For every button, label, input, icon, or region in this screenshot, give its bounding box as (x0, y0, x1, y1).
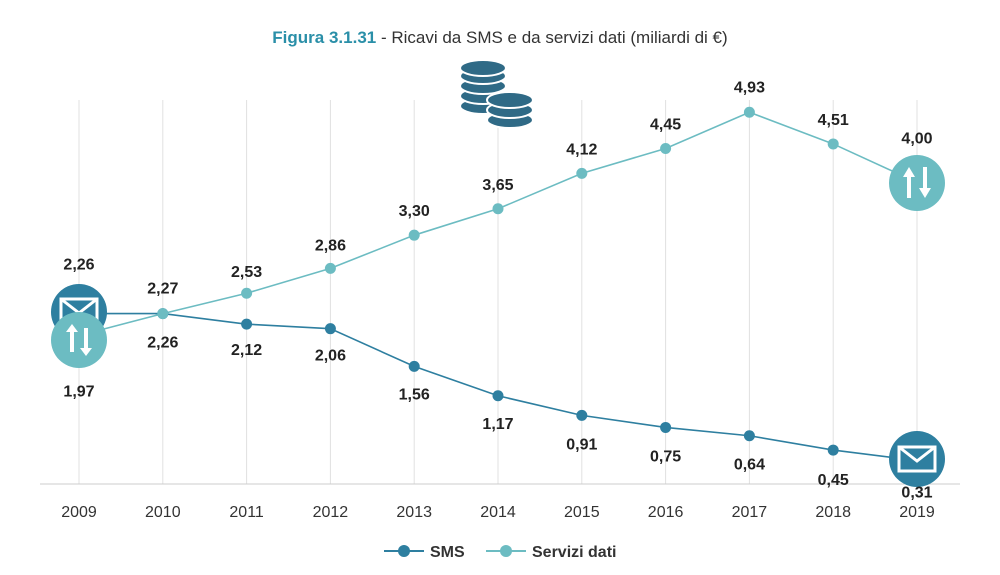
point-sms-2013 (408, 360, 420, 372)
point-servizi-dati-2013 (408, 229, 420, 241)
data-label-servizi-dati-2016: 4,45 (650, 116, 681, 133)
x-tick-2018: 2018 (815, 504, 851, 521)
data-label-servizi-dati-2019: 4,00 (901, 130, 932, 147)
x-tick-2014: 2014 (480, 504, 516, 521)
data-label-sms-2016: 0,75 (650, 448, 681, 465)
point-sms-2015 (576, 409, 588, 421)
data-label-servizi-dati-2012: 2,86 (315, 237, 346, 254)
point-sms-2011 (241, 318, 253, 330)
x-tick-2012: 2012 (313, 504, 349, 521)
data-label-servizi-dati-2011: 2,53 (231, 264, 262, 281)
data-label-servizi-dati-2014: 3,65 (482, 177, 513, 194)
point-sms-2014 (492, 390, 504, 402)
x-tick-labels: 2009 2010 2011 2012 2013 2014 2015 2016 2017 2018… (61, 504, 935, 521)
point-servizi-dati-2014 (492, 203, 504, 215)
data-label-sms-2009: 2,26 (63, 257, 94, 274)
point-servizi-dati-2011 (241, 287, 253, 299)
data-label-sms-2019: 0,31 (901, 485, 932, 502)
data-arrows-icon (51, 312, 107, 368)
data-label-sms-2013: 1,56 (399, 386, 430, 403)
point-servizi-dati-2016 (660, 142, 672, 154)
chart-title: Figura 3.1.31 - Ricavi da SMS e da servi… (0, 28, 1000, 48)
x-tick-2013: 2013 (396, 504, 432, 521)
legend: SMS Servizi dati (384, 544, 616, 561)
point-servizi-dati-2015 (576, 167, 588, 179)
series-points (157, 106, 839, 456)
data-label-sms-2010: 2,27 (147, 281, 178, 298)
data-label-sms-2011: 2,12 (231, 342, 262, 359)
legend-label-sms: SMS (430, 544, 465, 561)
point-servizi-dati-2010 (157, 308, 169, 320)
point-sms-2017 (743, 430, 755, 442)
data-labels: 2,26 2,27 2,12 2,06 1,56 1,17 0,91 0,75 0,64 0,45… (63, 79, 932, 501)
figure-caption: - Ricavi da SMS e da servizi dati (milia… (376, 28, 728, 47)
envelope-icon (889, 431, 945, 487)
x-tick-2009: 2009 (61, 504, 97, 521)
x-tick-2017: 2017 (732, 504, 768, 521)
point-servizi-dati-2018 (827, 138, 839, 150)
data-label-servizi-dati-2010: 2,26 (147, 335, 178, 352)
point-sms-2012 (324, 323, 336, 335)
x-tick-2019: 2019 (899, 504, 935, 521)
data-label-sms-2012: 2,06 (315, 348, 346, 365)
data-label-servizi-dati-2013: 3,30 (399, 203, 430, 220)
coins-icon (459, 59, 534, 129)
x-tick-2016: 2016 (648, 504, 684, 521)
data-label-sms-2015: 0,91 (566, 436, 597, 453)
legend-item-servizi-dati: Servizi dati (486, 544, 616, 561)
point-servizi-dati-2012 (324, 262, 336, 274)
data-arrows-icon (889, 155, 945, 211)
data-label-servizi-dati-2015: 4,12 (566, 141, 597, 158)
data-label-servizi-dati-2017: 4,93 (734, 79, 765, 96)
data-label-sms-2014: 1,17 (482, 416, 513, 433)
data-label-servizi-dati-2009: 1,97 (63, 383, 94, 400)
legend-item-sms: SMS (384, 544, 465, 561)
data-label-servizi-dati-2018: 4,51 (818, 112, 849, 129)
legend-label-servizi-dati: Servizi dati (532, 544, 616, 561)
point-servizi-dati-2017 (743, 106, 755, 118)
x-tick-2015: 2015 (564, 504, 600, 521)
legend-marker-sms (398, 545, 410, 557)
point-sms-2016 (660, 421, 672, 433)
point-sms-2018 (827, 444, 839, 456)
x-tick-2010: 2010 (145, 504, 181, 521)
x-tick-2011: 2011 (229, 504, 264, 521)
data-label-sms-2017: 0,64 (734, 457, 765, 474)
figure-number: Figura 3.1.31 (272, 28, 377, 47)
legend-marker-servizi-dati (500, 545, 512, 557)
data-label-sms-2018: 0,45 (818, 472, 849, 489)
